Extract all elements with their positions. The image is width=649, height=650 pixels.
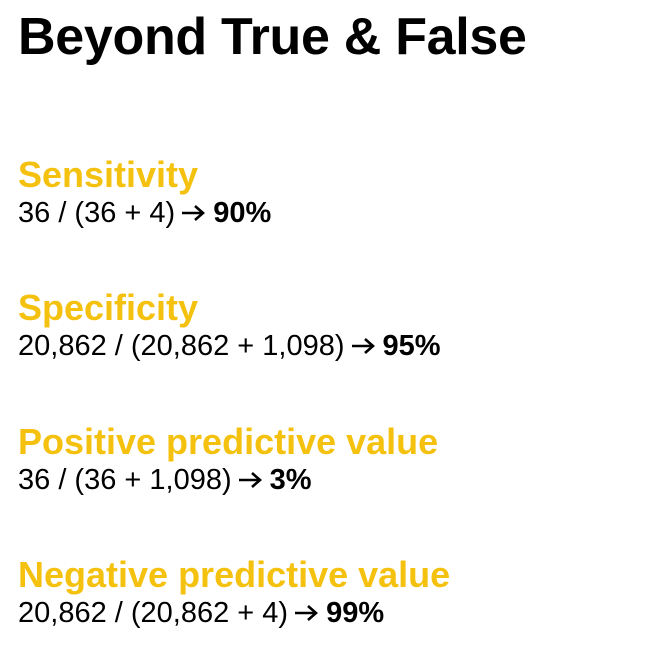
metric-formula: 36 / (36 + 1,098) bbox=[18, 464, 232, 496]
metric-formula-line: 36 / (36 + 1,098) 3% bbox=[18, 462, 638, 498]
metric-specificity: Specificity 20,862 / (20,862 + 1,098) 95% bbox=[18, 288, 638, 364]
metric-positive-predictive-value: Positive predictive value 36 / (36 + 1,0… bbox=[18, 422, 638, 498]
metric-result: 3% bbox=[269, 464, 312, 496]
metric-heading: Specificity bbox=[18, 287, 199, 328]
page-title: Beyond True & False bbox=[18, 8, 527, 66]
metric-formula-line: 20,862 / (20,862 + 1,098) 95% bbox=[18, 328, 638, 364]
right-arrow-icon bbox=[351, 338, 375, 354]
metric-formula-line: 36 / (36 + 4) 90% bbox=[18, 195, 638, 231]
metric-heading: Negative predictive value bbox=[18, 554, 451, 595]
metric-heading: Positive predictive value bbox=[18, 421, 439, 462]
metric-formula: 20,862 / (20,862 + 4) bbox=[18, 597, 289, 629]
metric-sensitivity: Sensitivity 36 / (36 + 4) 90% bbox=[18, 155, 638, 231]
metric-formula-line: 20,862 / (20,862 + 4) 99% bbox=[18, 595, 638, 631]
metric-negative-predictive-value: Negative predictive value 20,862 / (20,8… bbox=[18, 555, 638, 631]
metric-formula: 20,862 / (20,862 + 1,098) bbox=[18, 330, 345, 362]
right-arrow-icon bbox=[238, 472, 262, 488]
metric-heading: Sensitivity bbox=[18, 154, 199, 195]
metric-formula: 36 / (36 + 4) bbox=[18, 197, 176, 229]
right-arrow-icon bbox=[295, 605, 319, 621]
metric-result: 95% bbox=[382, 330, 441, 362]
metric-result: 90% bbox=[213, 197, 272, 229]
metric-result: 99% bbox=[326, 597, 385, 629]
right-arrow-icon bbox=[182, 205, 206, 221]
